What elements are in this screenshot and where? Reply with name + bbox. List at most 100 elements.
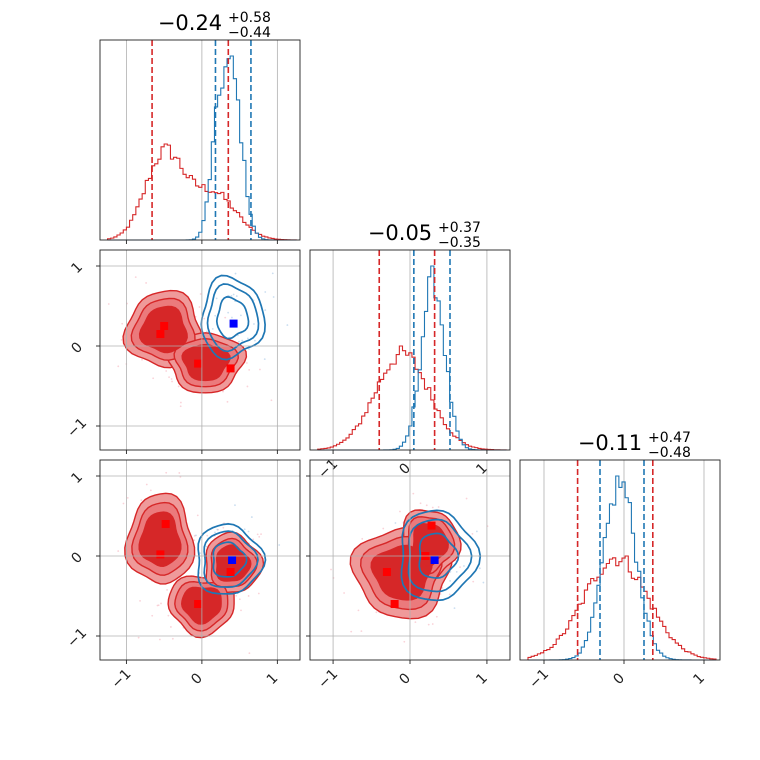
diag-1-xtick-label: 1	[473, 460, 491, 478]
pair-2-0-sample-point	[257, 592, 260, 595]
pair-2-0-ytick-label: 0	[68, 549, 86, 567]
pair-1-0-sample-point	[117, 365, 120, 368]
pair-1-0-sample-point	[170, 378, 173, 380]
pair-1-0-sample-point	[224, 316, 227, 319]
pair-2-0-xtick-label: 0	[188, 670, 206, 688]
pair-2-0-sample-point	[258, 535, 261, 538]
pair-1-0-sample-point	[248, 369, 251, 371]
pair-1-0-blue-contour-1	[206, 283, 260, 353]
pair-2-0-sample-point	[137, 636, 140, 639]
pair-2-0-sample-point	[216, 528, 219, 531]
diag-2-frame	[519, 459, 721, 661]
pair-2-0-sample-point	[278, 544, 281, 546]
pair-1-0-sample-point	[205, 330, 208, 333]
pair-2-1-sample-point	[475, 530, 478, 533]
pair-2-0-blue-contour-1	[203, 530, 259, 588]
diag-1-title-plus: +0.37	[438, 220, 481, 236]
diag-0-frame	[99, 39, 301, 241]
pair-1-0-sample-point	[226, 400, 229, 403]
pair-2-0-sample-point	[214, 531, 216, 534]
pair-2-1-sample-point	[441, 587, 444, 589]
diag-2-xtick-label: −1	[526, 666, 552, 692]
pair-2-0-sample-point	[160, 602, 162, 605]
diag-1-xtick-label: 0	[396, 460, 414, 478]
pair-2-0-sample-point	[199, 552, 201, 555]
pair-1-0-blue-marker	[229, 319, 238, 328]
pair-2-1-sample-point	[419, 502, 422, 505]
pair-1-0-sample-point	[245, 362, 248, 364]
diag-2-xtick-label: 0	[610, 670, 628, 688]
pair-2-1-sample-point	[472, 580, 475, 583]
pair-2-0-sample-point	[234, 504, 236, 507]
pair-2-0-sample-point	[171, 637, 174, 640]
pair-1-0-red-contour-inner	[181, 343, 231, 382]
pair-2-0-sample-point	[145, 483, 148, 486]
diag-1-hist-blue	[317, 265, 507, 451]
pair-2-1-sample-point	[414, 621, 417, 624]
pair-2-0-frame	[99, 459, 301, 661]
pair-2-0-sample-point	[193, 539, 196, 542]
pair-2-0-sample-point	[252, 538, 255, 541]
pair-2-0-sample-point	[256, 533, 259, 536]
pair-2-0-sample-point	[149, 489, 152, 492]
pair-2-1-sample-point	[399, 510, 401, 513]
pair-2-0-sample-point	[243, 528, 246, 531]
pair-2-1-sample-point	[412, 492, 415, 495]
pair-1-0-sample-point	[263, 358, 266, 361]
pair-1-0-sample-point	[227, 311, 230, 314]
pair-1-0-sample-point	[254, 339, 256, 342]
pair-2-1-sample-point	[360, 630, 363, 633]
pair-1-0-ytick-label: −1	[64, 415, 90, 441]
pair-1-0-sample-point	[152, 377, 155, 380]
pair-2-1-xtick-label: −1	[315, 666, 341, 692]
pair-1-0-sample-point	[165, 370, 168, 372]
pair-2-1-sample-point	[361, 537, 364, 540]
pair-2-1-sample-point	[431, 623, 434, 625]
pair-2-1-sample-point	[465, 497, 468, 500]
pair-2-1-sample-point	[449, 580, 452, 582]
pair-2-1-sample-point	[449, 570, 452, 573]
pair-2-1-sample-point	[455, 570, 458, 573]
pair-1-0-sample-point	[179, 405, 182, 408]
pair-2-1-blue-marker	[430, 556, 439, 564]
pair-2-1-sample-point	[384, 687, 386, 689]
pair-2-1-sample-point	[403, 640, 406, 643]
diag-2-title-center: −0.11	[578, 431, 642, 455]
pair-2-0-sample-point	[166, 589, 168, 591]
pair-2-0-sample-point	[260, 533, 262, 535]
pair-1-0-sample-point	[253, 323, 255, 325]
pair-1-0-sample-point	[232, 293, 235, 296]
pair-2-0-sample-point	[139, 599, 141, 602]
pair-2-1-sample-point	[435, 615, 438, 618]
pair-1-0-frame	[99, 249, 301, 451]
pair-1-0-sample-point	[180, 401, 182, 404]
pair-1-0-sample-point	[120, 338, 123, 341]
diag-1-hist-red	[317, 345, 507, 451]
pair-1-0-sample-point	[264, 309, 267, 311]
pair-2-0-sample-point	[140, 499, 143, 502]
pair-2-1-sample-point	[330, 568, 332, 571]
pair-1-0-sample-point	[215, 297, 218, 300]
pair-2-0-sample-point	[206, 534, 209, 537]
pair-1-0-sample-point	[259, 368, 261, 371]
pair-2-0-sample-point	[205, 545, 208, 548]
diag-2-title-minus: −0.48	[648, 445, 691, 461]
pair-1-0-sample-point	[235, 295, 238, 297]
pair-2-0-sample-point	[179, 475, 182, 478]
pair-1-0-sample-point	[168, 376, 170, 379]
pair-1-0-sample-point	[240, 314, 242, 317]
pair-2-0-blue-contour-2	[212, 541, 248, 578]
pair-2-1-red-marker	[427, 521, 436, 530]
pair-2-0-sample-point	[158, 638, 161, 641]
diag-2-hist-red	[527, 555, 717, 660]
pair-2-0-sample-point	[247, 595, 250, 597]
diag-0-title-center: −0.24	[158, 11, 222, 35]
pair-2-1-red-marker	[390, 600, 399, 608]
pair-1-0-sample-point	[238, 340, 240, 343]
pair-2-1-content	[330, 492, 489, 689]
pair-1-0-sample-point	[141, 358, 143, 361]
pair-2-0-ytick-label: 1	[68, 469, 86, 487]
pair-2-0-sample-point	[178, 472, 181, 474]
pair-2-1-sample-point	[482, 581, 485, 584]
pair-2-1-sample-point	[431, 506, 434, 509]
